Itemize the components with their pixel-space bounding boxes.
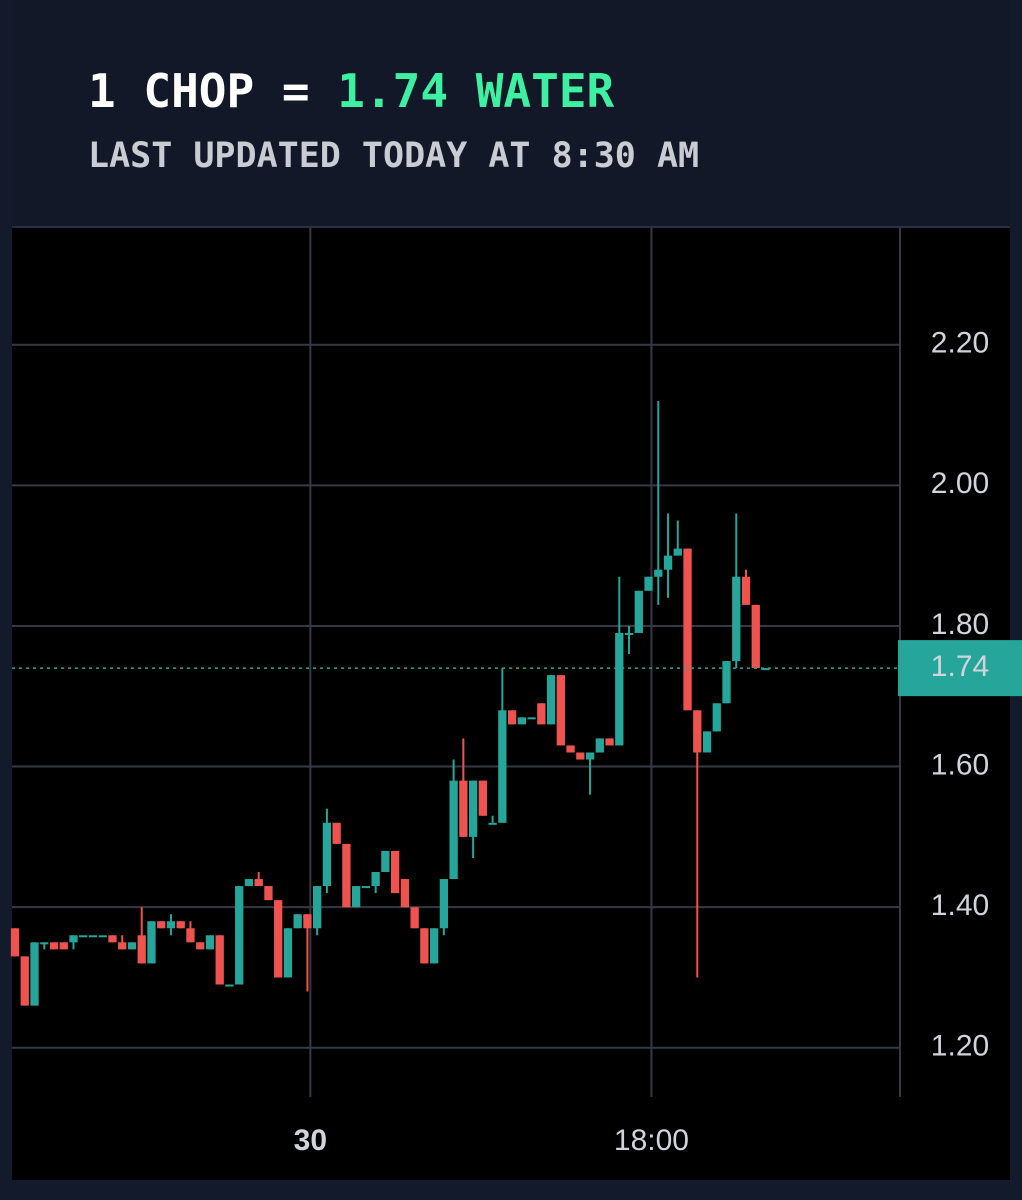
- candle-body: [663, 555, 673, 570]
- candle-body: [10, 928, 20, 957]
- candle-body: [420, 928, 429, 964]
- header: 1 CHOP = 1.74 WATER LAST UPDATED TODAY A…: [12, 0, 1010, 228]
- y-tick-label: 2.20: [931, 327, 989, 360]
- candle-body: [69, 935, 78, 943]
- candle-body: [624, 632, 634, 635]
- candle-body: [88, 935, 98, 938]
- y-tick-label: 2.00: [931, 467, 989, 500]
- candle-body: [40, 942, 49, 945]
- candle-body: [371, 872, 380, 887]
- candle-body: [225, 984, 234, 987]
- candle-body: [644, 576, 653, 591]
- candle-body: [254, 879, 263, 887]
- candle-body: [108, 935, 117, 943]
- candle-body: [313, 886, 322, 929]
- candle-body: [546, 675, 556, 725]
- candle-body: [741, 576, 751, 605]
- candle-body: [556, 675, 565, 746]
- candle-body: [390, 850, 400, 894]
- candle-body: [274, 900, 283, 978]
- candle-body: [59, 942, 68, 950]
- candle-body: [429, 928, 439, 964]
- candle-body: [439, 879, 449, 929]
- candle-body: [352, 886, 361, 908]
- candle-body: [449, 780, 458, 880]
- candle-body: [507, 710, 517, 725]
- candle-body: [264, 886, 273, 901]
- candle-body: [488, 822, 497, 825]
- pair: 1 CHOP =: [88, 64, 310, 118]
- candle-body: [186, 928, 195, 943]
- chart-bg: [12, 228, 1010, 1180]
- candle-body: [20, 956, 29, 1006]
- candle-body: [381, 850, 390, 873]
- candle-body: [235, 886, 244, 985]
- candle-body: [576, 752, 585, 760]
- candle-body: [215, 935, 224, 985]
- candle-body: [722, 661, 731, 704]
- candle-body: [322, 822, 332, 887]
- candle-body: [157, 921, 166, 929]
- y-tick-label: 1.20: [931, 1030, 989, 1063]
- candle-body: [615, 632, 624, 746]
- price-tag: [898, 640, 1022, 697]
- candle-body: [585, 752, 595, 760]
- candle-body: [332, 822, 341, 844]
- rate: 1.74 WATER: [337, 64, 615, 118]
- candle-body: [205, 935, 215, 950]
- candle-body: [342, 843, 351, 908]
- price-tag-label: 1.74: [931, 650, 989, 683]
- candle-body: [468, 780, 478, 837]
- candle-body: [654, 569, 663, 577]
- candle-body: [361, 886, 371, 889]
- candle-body: [605, 738, 614, 746]
- candle-body: [459, 780, 468, 837]
- candle-body: [79, 935, 88, 938]
- rate-line: 1 CHOP = 1.74 WATER: [88, 64, 614, 118]
- candle-body: [527, 717, 536, 720]
- candle-body: [166, 921, 176, 929]
- candle-body: [566, 745, 575, 753]
- candle-body: [761, 668, 770, 671]
- candle-body: [702, 731, 712, 753]
- candle-body: [118, 942, 127, 950]
- candle-body: [30, 942, 39, 1006]
- candle-body: [634, 590, 643, 633]
- candle-body: [410, 907, 419, 929]
- candle-body: [498, 710, 507, 823]
- candle-body: [683, 548, 692, 711]
- candle-body: [293, 914, 302, 929]
- candle-body: [537, 703, 546, 725]
- candle-body: [303, 914, 312, 929]
- candle-body: [517, 717, 526, 725]
- y-tick-label: 1.80: [931, 608, 989, 641]
- candle-body: [283, 928, 293, 978]
- candle-body: [693, 710, 702, 753]
- candle-body: [244, 879, 254, 887]
- candle-body: [595, 738, 604, 753]
- candle-body: [176, 921, 185, 929]
- candle-body: [98, 935, 107, 938]
- candle-body: [400, 879, 410, 908]
- candle-body: [147, 921, 156, 964]
- y-tick-label: 1.60: [931, 748, 989, 781]
- candle-body: [732, 576, 741, 662]
- candle-body: [196, 942, 205, 950]
- candle-body: [49, 942, 59, 950]
- x-tick-label: 30: [294, 1124, 327, 1157]
- updated: LAST UPDATED TODAY AT 8:30 AM: [88, 136, 700, 176]
- candle-body: [712, 703, 721, 732]
- y-tick-label: 1.40: [931, 889, 989, 922]
- candle-body: [478, 780, 487, 816]
- x-tick-label: 18:00: [614, 1124, 689, 1157]
- candle-body: [137, 935, 146, 964]
- candle-body: [673, 548, 682, 556]
- candle-body: [127, 942, 137, 950]
- candle-body: [751, 604, 760, 669]
